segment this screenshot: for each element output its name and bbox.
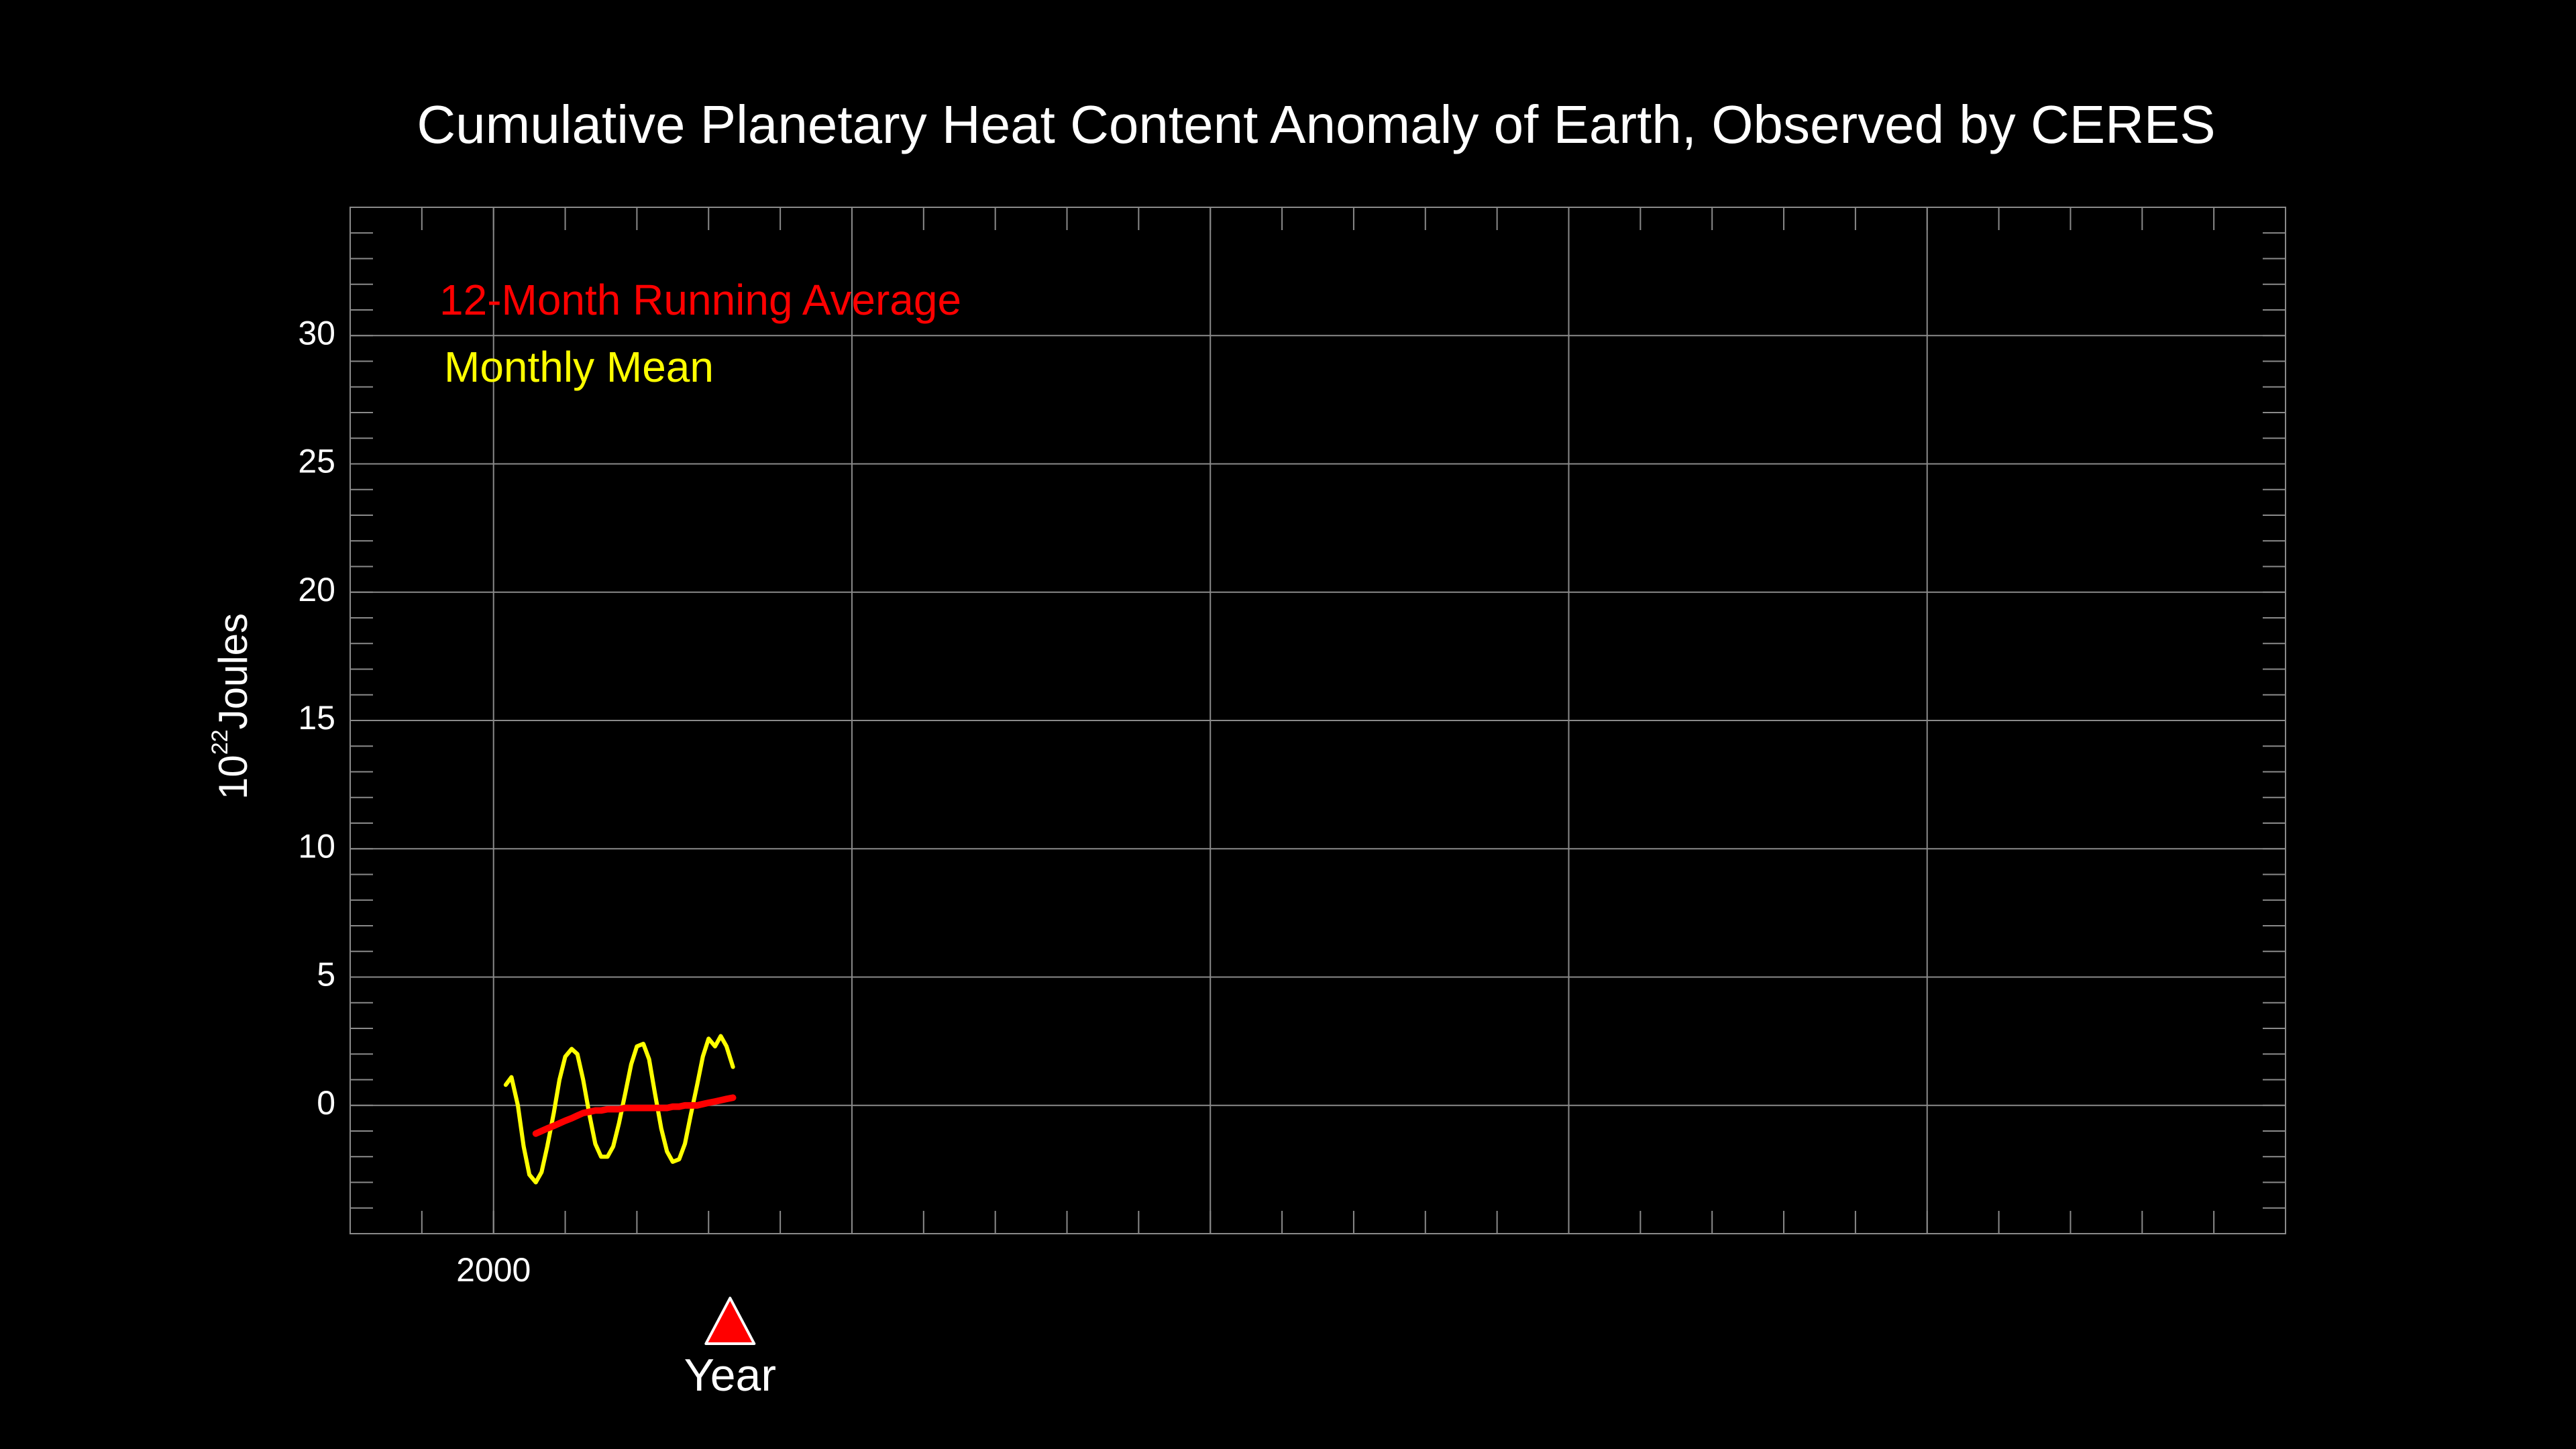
series-line [503, 1034, 735, 1185]
y-tick-label: 5 [317, 956, 335, 994]
y-tick-label: 30 [298, 314, 335, 352]
y-label-unit: Joules [211, 613, 256, 729]
y-axis-label: 1022Joules [207, 613, 256, 800]
y-tick-label: 10 [298, 827, 335, 865]
year-marker [704, 1297, 756, 1345]
x-tick-label: 2000 [456, 1251, 531, 1289]
series-line [532, 1094, 737, 1137]
legend-entry: 12-Month Running Average [439, 276, 961, 324]
legend-entry: Monthly Mean [444, 343, 714, 391]
y-label-base: 10 [211, 755, 256, 800]
plot-frame [350, 207, 2286, 1234]
y-tick-label: 15 [298, 699, 335, 737]
y-tick-label: 25 [298, 443, 335, 480]
y-tick-label: 0 [317, 1084, 335, 1122]
chart-title: Cumulative Planetary Heat Content Anomal… [417, 95, 2215, 154]
y-tick-label: 20 [298, 571, 335, 608]
x-axis-label: Year [684, 1350, 776, 1401]
y-label-exponent: 22 [207, 729, 233, 755]
